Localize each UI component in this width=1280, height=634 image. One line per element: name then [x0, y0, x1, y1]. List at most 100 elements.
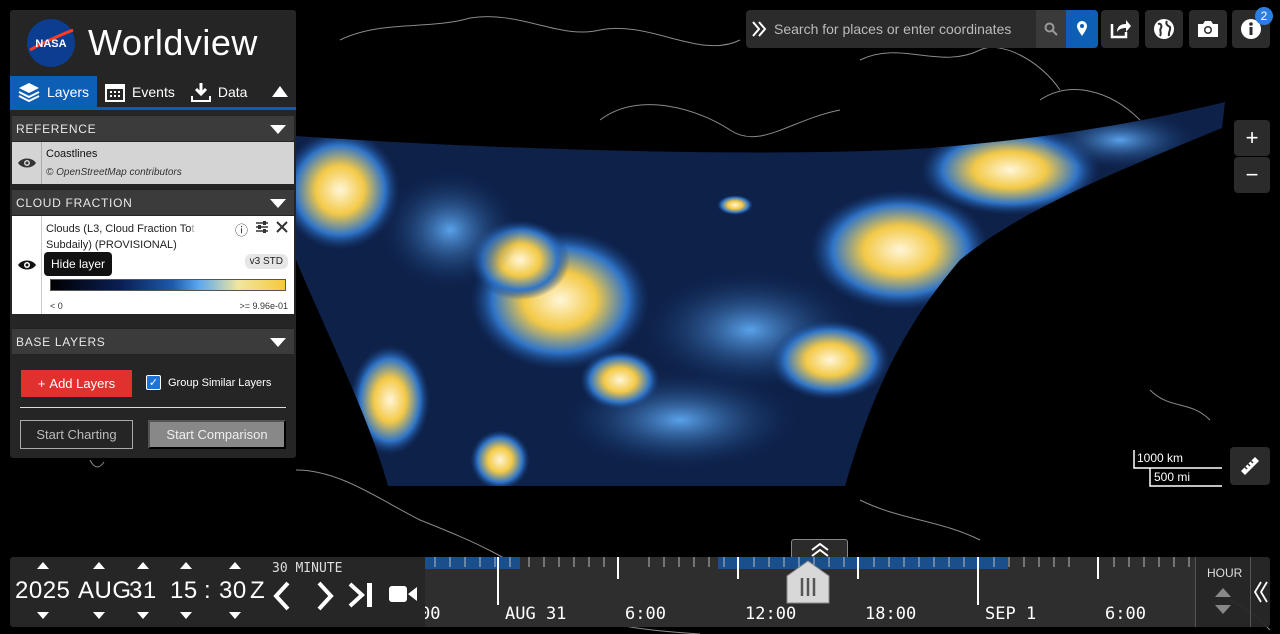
group-similar-toggle[interactable]: ✓ Group Similar Layers [146, 375, 271, 390]
date-minute[interactable]: 30 [219, 577, 247, 604]
double-chevron-up-icon [810, 542, 829, 557]
month-down-icon[interactable] [93, 612, 105, 619]
tab-data[interactable]: Data [183, 76, 256, 107]
collapse-sidebar-icon[interactable] [272, 86, 288, 97]
zoom-level-label: HOUR [1207, 566, 1243, 580]
day-down-icon[interactable] [137, 612, 149, 619]
settings-sliders-icon[interactable] [255, 221, 269, 233]
triangle-up-icon[interactable] [1215, 587, 1231, 597]
axis-label: 18:00 [865, 604, 917, 624]
search-icon[interactable] [1036, 10, 1066, 48]
layer-title: Clouds (L3, Cloud Fraction Tot Subdaily)… [46, 221, 236, 253]
layer-name: Coastlines [46, 148, 98, 160]
sidebar: NASA Worldview Layers Events [10, 10, 296, 458]
year-down-icon[interactable] [37, 612, 49, 619]
version-badge[interactable]: v3 STD [244, 254, 288, 269]
camera-icon [1198, 21, 1218, 37]
checkbox-checked-icon[interactable]: ✓ [146, 375, 161, 390]
zoom-in-button[interactable]: + [1234, 120, 1270, 156]
start-comparison-button[interactable]: Start Comparison [148, 420, 286, 449]
share-button[interactable] [1101, 10, 1139, 48]
chevron-down-icon[interactable] [270, 338, 286, 347]
legend-min: < 0 [50, 301, 63, 311]
hour-up-icon[interactable] [180, 562, 192, 569]
scale-mi: 500 mi [1154, 470, 1191, 484]
plus-icon: + [37, 376, 46, 391]
hour-down-icon[interactable] [180, 612, 192, 619]
minute-down-icon[interactable] [229, 612, 241, 619]
month-up-icon[interactable] [93, 562, 105, 569]
start-charting-button[interactable]: Start Charting [20, 420, 133, 449]
tab-events-label: Events [132, 83, 175, 100]
group-base-layers-header[interactable]: BASE LAYERS [12, 328, 294, 354]
download-icon [190, 82, 211, 102]
layer-title-fade: t [191, 223, 195, 235]
axis-label: 00 [425, 604, 441, 624]
eye-icon[interactable] [12, 216, 42, 314]
axis-label: 6:00 [1105, 604, 1146, 624]
divider [20, 407, 286, 408]
eye-icon[interactable] [12, 142, 42, 184]
add-layers-button[interactable]: + Add Layers [21, 370, 132, 397]
layer-title-line2: Subdaily) (PROVISIONAL) [46, 239, 177, 251]
group-cloud-title: CLOUD FRACTION [16, 195, 133, 210]
chevron-left-icon[interactable] [272, 581, 292, 611]
tab-events[interactable]: Events [97, 76, 183, 107]
date-month[interactable]: AUG [78, 577, 132, 604]
timeline-expand-button[interactable] [791, 539, 848, 559]
close-icon[interactable] [276, 221, 288, 233]
tab-layers[interactable]: Layers [10, 76, 98, 107]
group-cloud-fraction-header[interactable]: CLOUD FRACTION [12, 189, 294, 215]
timeline-zoom-level[interactable]: HOUR [1195, 557, 1250, 627]
snapshot-button[interactable] [1189, 10, 1227, 48]
video-camera-icon[interactable] [388, 584, 418, 604]
info-icon[interactable]: ⓘ [235, 223, 249, 238]
timeline-collapse-button[interactable] [1250, 557, 1270, 627]
zoom-out-button[interactable]: − [1234, 157, 1270, 193]
axis-label: AUG 31 [505, 604, 567, 624]
layer-cloud-fraction[interactable]: Clouds (L3, Cloud Fraction Tot Subdaily)… [12, 216, 294, 314]
share-icon [1110, 20, 1131, 39]
legend-colorbar[interactable] [50, 279, 286, 291]
measure-button[interactable] [1230, 447, 1270, 485]
tab-layers-label: Layers [47, 83, 90, 100]
year-up-icon[interactable] [37, 562, 49, 569]
projection-button[interactable] [1145, 10, 1183, 48]
triangle-down-icon[interactable] [1215, 605, 1231, 615]
hide-layer-tooltip: Hide layer [44, 252, 113, 276]
coastlines [89, 16, 1271, 634]
axis-label: 12:00 [745, 604, 797, 624]
chevron-right-icon[interactable] [315, 581, 335, 611]
axis-label: SEP 1 [985, 604, 1037, 624]
axis-label: 6:00 [625, 604, 666, 624]
brand-header: NASA Worldview [10, 10, 296, 76]
chevron-down-icon[interactable] [270, 125, 286, 134]
add-layers-label: Add Layers [49, 376, 116, 391]
skip-to-latest-icon[interactable] [347, 582, 375, 608]
layer-coastlines[interactable]: Coastlines © OpenStreetMap contributors [12, 142, 294, 184]
minute-up-icon[interactable] [229, 562, 241, 569]
info-button[interactable]: 2 [1232, 7, 1273, 48]
date-year[interactable]: 2025 [15, 577, 71, 604]
date-day[interactable]: 31 [129, 577, 157, 604]
double-chevron-left-icon [1253, 581, 1268, 603]
interval-selector[interactable]: 30 MINUTE [272, 561, 343, 576]
chevron-down-icon[interactable] [270, 199, 286, 208]
globe-icon [1154, 19, 1174, 39]
group-reference-header[interactable]: REFERENCE [12, 115, 294, 141]
chevron-right-icon[interactable] [746, 10, 772, 48]
search-input[interactable] [772, 10, 1036, 48]
scale-km: 1000 km [1137, 451, 1184, 465]
layers-icon [18, 82, 40, 102]
day-up-icon[interactable] [137, 562, 149, 569]
date-hour[interactable]: 15 [170, 577, 198, 604]
info-circle-icon [1241, 19, 1261, 39]
tab-data-label: Data [217, 83, 248, 100]
ruler-icon [1241, 457, 1259, 475]
group-similar-label: Group Similar Layers [168, 376, 272, 389]
timeline-handle[interactable] [786, 560, 830, 604]
location-pin-icon[interactable] [1066, 10, 1098, 48]
layer-title-line1: Clouds (L3, Cloud Fraction To [46, 223, 192, 235]
